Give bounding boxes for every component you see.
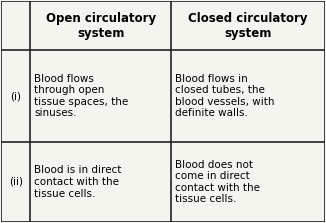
Text: Blood is in direct
contact with the
tissue cells.: Blood is in direct contact with the tiss…	[34, 165, 122, 198]
Text: (i): (i)	[10, 91, 22, 101]
Text: (ii): (ii)	[9, 177, 23, 187]
Text: Closed circulatory
system: Closed circulatory system	[188, 12, 308, 40]
Text: Blood flows in
closed tubes, the
blood vessels, with
definite walls.: Blood flows in closed tubes, the blood v…	[175, 74, 274, 118]
Text: Blood does not
come in direct
contact with the
tissue cells.: Blood does not come in direct contact wi…	[175, 160, 260, 204]
Text: Open circulatory
system: Open circulatory system	[46, 12, 156, 40]
Text: Blood flows
through open
tissue spaces, the
sinuses.: Blood flows through open tissue spaces, …	[34, 74, 129, 118]
